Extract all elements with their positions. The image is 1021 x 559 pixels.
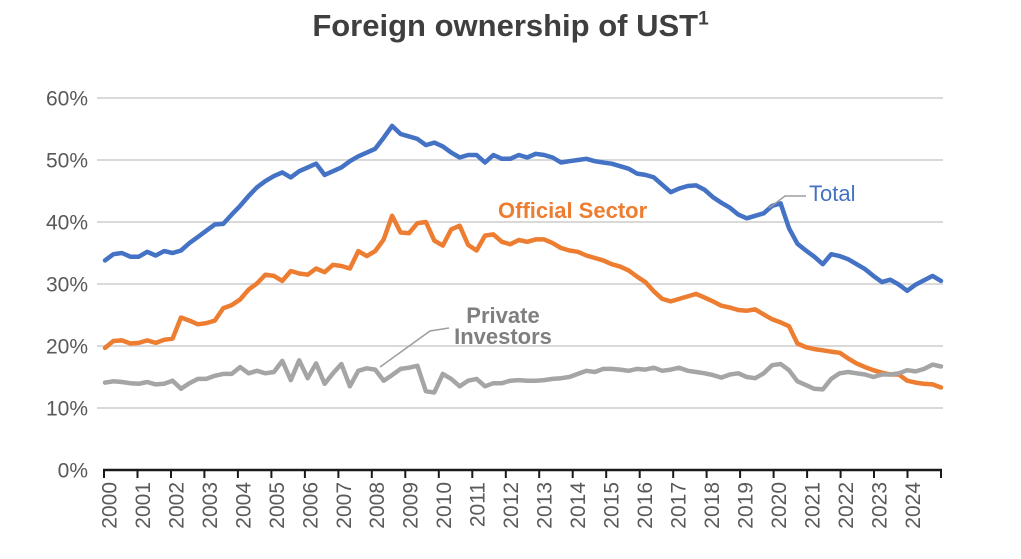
series-line-private-investors bbox=[102, 358, 944, 395]
x-axis-label-2003: 2003 bbox=[199, 482, 222, 529]
chart-title-text: Foreign ownership of UST bbox=[312, 8, 699, 43]
chart-title: Foreign ownership of UST1 bbox=[0, 8, 1021, 44]
series-line-official-sector bbox=[102, 213, 944, 390]
total-leader-line bbox=[768, 195, 806, 209]
series-label-official-sector: Official Sector bbox=[498, 198, 648, 223]
x-axis-label-2010: 2010 bbox=[433, 482, 456, 529]
y-axis-label-30%: 30% bbox=[46, 273, 88, 296]
x-axis-label-2014: 2014 bbox=[567, 482, 590, 529]
x-axis-label-2017: 2017 bbox=[668, 482, 691, 529]
x-axis-label-2023: 2023 bbox=[868, 482, 891, 529]
x-axis-label-2021: 2021 bbox=[801, 482, 824, 529]
y-axis-label-10%: 10% bbox=[46, 397, 88, 420]
x-axis-label-2013: 2013 bbox=[534, 482, 557, 529]
x-axis-label-2008: 2008 bbox=[366, 482, 389, 529]
x-axis-label-2020: 2020 bbox=[768, 482, 791, 529]
series-line-total bbox=[102, 123, 944, 294]
x-axis-label-2016: 2016 bbox=[634, 482, 657, 529]
x-axis-label-2024: 2024 bbox=[902, 482, 925, 529]
x-axis-label-2005: 2005 bbox=[266, 482, 289, 529]
x-axis-label-2022: 2022 bbox=[835, 482, 858, 529]
x-axis-label-2006: 2006 bbox=[299, 482, 322, 529]
x-axis-label-2019: 2019 bbox=[734, 482, 757, 529]
x-axis-label-2012: 2012 bbox=[500, 482, 523, 529]
private-investors-leader-line bbox=[379, 327, 450, 368]
x-axis-label-2002: 2002 bbox=[165, 482, 188, 529]
x-axis-label-2007: 2007 bbox=[333, 482, 356, 529]
x-axis-label-2015: 2015 bbox=[601, 482, 624, 529]
x-axis-label-2004: 2004 bbox=[232, 482, 255, 529]
series-label-total: Total bbox=[809, 181, 856, 206]
y-axis-label-0%: 0% bbox=[58, 459, 88, 482]
y-axis-label-20%: 20% bbox=[46, 335, 88, 358]
y-axis-label-60%: 60% bbox=[46, 87, 88, 110]
x-axis-label-2001: 2001 bbox=[132, 482, 155, 529]
series-label-private-investors: Private Investors bbox=[454, 303, 552, 349]
x-axis-label-2000: 2000 bbox=[98, 482, 121, 529]
y-axis-label-40%: 40% bbox=[46, 211, 88, 234]
x-axis-label-2009: 2009 bbox=[400, 482, 423, 529]
y-axis-label-50%: 50% bbox=[46, 149, 88, 172]
chart-title-superscript: 1 bbox=[698, 8, 709, 30]
x-axis-label-2011: 2011 bbox=[467, 482, 490, 527]
x-axis-label-2018: 2018 bbox=[701, 482, 724, 529]
